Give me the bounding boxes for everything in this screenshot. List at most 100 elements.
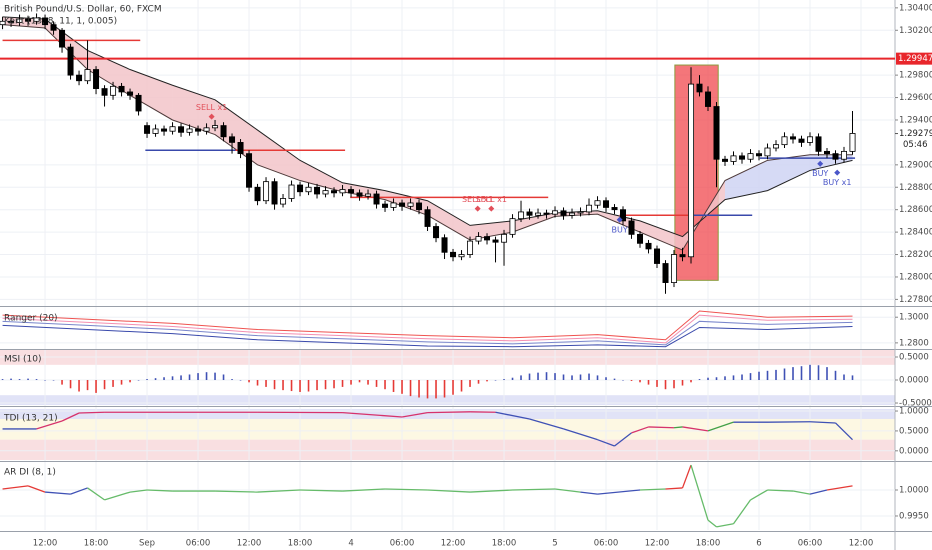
histogram-bar (511, 377, 514, 381)
histogram-bar (766, 370, 769, 381)
indicator-segment (129, 489, 148, 493)
candle-body (25, 18, 32, 22)
signal-marker (817, 160, 824, 167)
candle-body (696, 83, 703, 93)
candle-body (781, 136, 788, 146)
indicator-segment (563, 428, 598, 441)
panel-title: Ranger (20) (4, 314, 58, 324)
histogram-bar (418, 380, 420, 398)
candle-body (271, 181, 278, 205)
histogram-bar (171, 376, 174, 381)
x-tick-label: 06:00 (798, 539, 823, 549)
histogram-bar (222, 374, 225, 381)
candle-body (93, 69, 100, 89)
indicator-segment (707, 421, 734, 432)
candle-body (560, 210, 567, 216)
candle-body (509, 218, 516, 235)
histogram-bar (469, 380, 471, 387)
candle-body (203, 127, 210, 132)
candle-body (552, 210, 559, 215)
panel-title: TDI (13, 21) (3, 414, 58, 424)
y-tick-label: 0.9950 (899, 511, 929, 521)
indicator-segment (427, 411, 471, 414)
candle-body (101, 88, 108, 96)
histogram-bar (384, 380, 386, 390)
histogram-bar (18, 379, 21, 381)
histogram-bar (639, 380, 641, 383)
histogram-bar (367, 380, 369, 385)
histogram-bar (520, 375, 522, 381)
candle-body (424, 209, 431, 227)
histogram-bar (137, 380, 140, 381)
indicator-segment (385, 488, 428, 491)
candle-body (263, 181, 270, 202)
x-tick-label: 12:00 (441, 539, 466, 549)
candle-body (603, 200, 610, 208)
candle-body (722, 158, 729, 162)
candle-body (467, 240, 474, 255)
histogram-bar (528, 373, 531, 381)
envelope-fill (172, 85, 216, 135)
histogram-bar (78, 380, 80, 392)
candle-body (815, 136, 822, 152)
histogram-bar (775, 369, 777, 381)
candle-body (764, 147, 771, 157)
indicator-segment (690, 464, 709, 521)
indicator-segment (614, 432, 632, 447)
candle-body (790, 136, 797, 140)
candle-body (195, 128, 202, 132)
candle-body (620, 209, 627, 222)
histogram-bar (248, 380, 250, 383)
histogram-bar (724, 376, 726, 381)
histogram-bar (129, 380, 131, 383)
envelope-fill (300, 160, 343, 192)
candle-body (484, 236, 491, 241)
last-price-label: 1.29279 (899, 129, 932, 139)
x-tick-label: 18:00 (288, 539, 313, 549)
histogram-bar (503, 379, 505, 381)
histogram-bar (282, 380, 284, 391)
y-tick-label: 1.3000 (899, 313, 929, 323)
histogram-bar (35, 379, 38, 381)
indicator-segment (2, 485, 29, 490)
candle-body (144, 125, 151, 134)
indicator-segment (342, 488, 386, 492)
envelope-fill (45, 19, 88, 70)
histogram-bar (180, 375, 182, 381)
histogram-bar (800, 366, 803, 381)
candle-body (458, 254, 465, 258)
panel-subtitle: Kent (13, 8, 11, 1, 0.005) (4, 17, 117, 27)
histogram-bar (613, 378, 616, 381)
indicator-segment (597, 489, 641, 495)
y-tick-label: 1.29600 (899, 93, 932, 103)
histogram-bar (401, 380, 403, 394)
countdown-label: 05:46 (903, 140, 928, 150)
indicator-segment (554, 488, 581, 493)
histogram-bar (10, 378, 12, 381)
x-tick-label: 18:00 (84, 539, 109, 549)
zone (0, 395, 895, 405)
histogram-bar (316, 380, 318, 391)
histogram-bar (273, 380, 276, 390)
candle-body (152, 128, 159, 134)
candle-body (688, 83, 695, 258)
histogram-bar (834, 370, 837, 381)
histogram-bar (792, 367, 794, 381)
indicator-segment (215, 490, 258, 493)
candle-body (433, 226, 440, 239)
histogram-bar (477, 380, 480, 384)
indicator-line (2, 314, 853, 344)
candle-body (586, 204, 593, 213)
candle-body (611, 207, 618, 211)
signal-label: BUY (812, 169, 828, 178)
histogram-bar (231, 379, 233, 381)
signal-label: SELL x1 (462, 195, 493, 204)
candle-body (535, 212, 542, 216)
panel-title: British Pound/U.S. Dollar, 60, FXCM (4, 5, 162, 15)
histogram-bar (112, 380, 114, 387)
y-tick-label: 1.28600 (899, 205, 932, 215)
candle-body (314, 186, 321, 195)
candle-body (237, 142, 244, 155)
